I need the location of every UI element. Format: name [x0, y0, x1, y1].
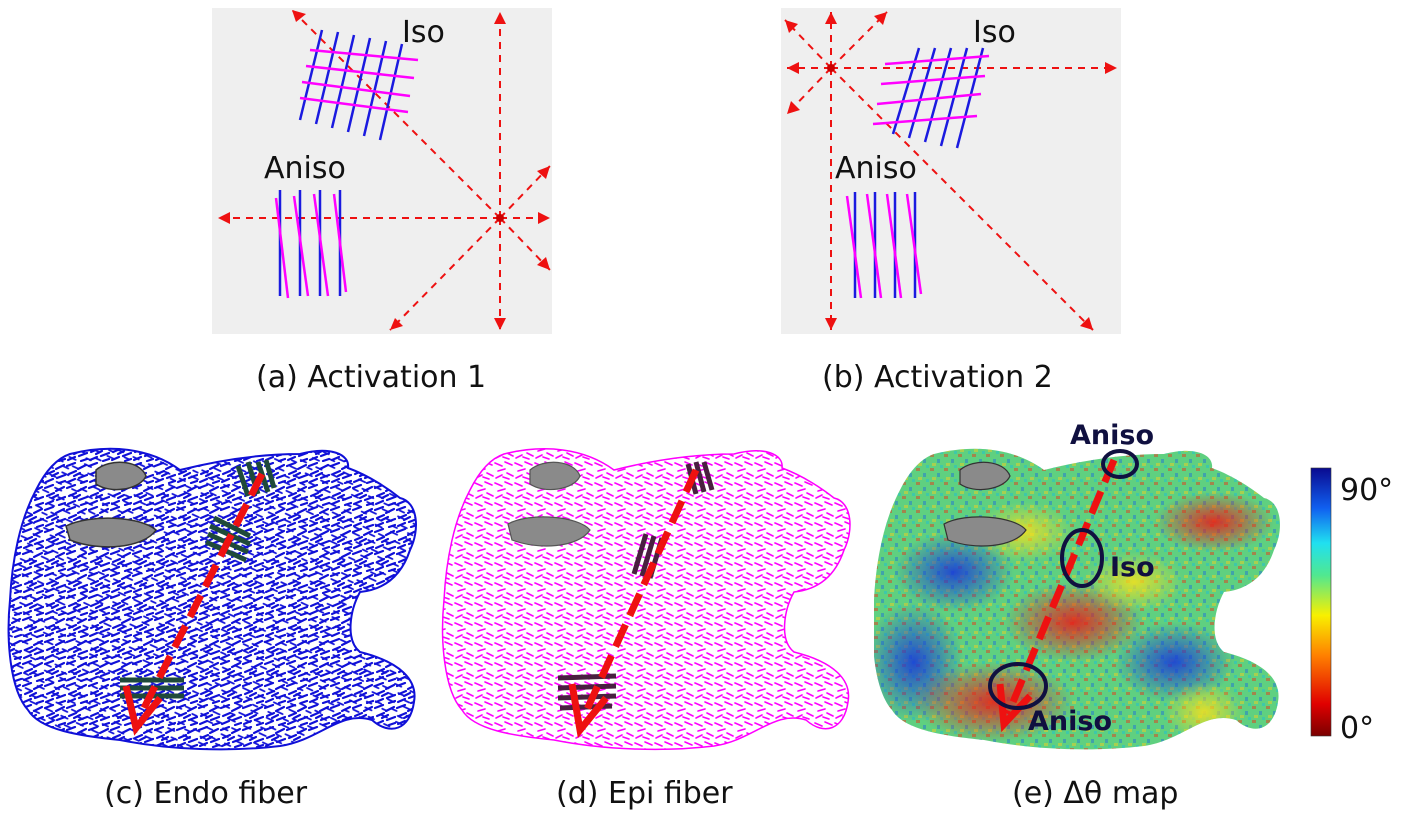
caption-a: (a) Activation 1 [256, 360, 487, 395]
heart-surface-epi [441, 448, 851, 751]
activation-arrow-endo [136, 472, 266, 718]
panel-d-epi-fiber [441, 448, 851, 751]
caption-c: (c) Endo fiber [104, 776, 308, 811]
panel-e-delta-theta-map: Aniso Iso Aniso 90° 0° [874, 420, 1393, 750]
colorbar [1310, 467, 1332, 737]
caption-d: (d) Epi fiber [556, 776, 733, 811]
panel-a-aniso-fibers [274, 190, 348, 299]
map-label-iso: Iso [1110, 552, 1155, 583]
caption-e: (e) Δθ map [1012, 776, 1179, 811]
panel-a-arrowheads [218, 10, 550, 330]
panel-b-label-aniso: Aniso [835, 151, 917, 186]
panel-c-endo-fiber [7, 447, 417, 751]
panel-b-arrowheads [785, 12, 1117, 330]
caption-b: (b) Activation 2 [822, 360, 1053, 395]
colorbar-min-label: 0° [1340, 711, 1374, 746]
activation-arrow-map [1004, 458, 1118, 716]
panel-b-label-iso: Iso [973, 15, 1016, 50]
panel-a-label-aniso: Aniso [264, 151, 346, 186]
panel-b-aniso-fibers [845, 192, 923, 299]
panel-b-background [781, 8, 1121, 334]
valve-openings-map [943, 461, 1027, 547]
valve-openings-epi [507, 461, 591, 547]
map-label-aniso-bottom: Aniso [1028, 706, 1112, 737]
valve-openings-endo [65, 461, 157, 548]
region-markers [988, 449, 1139, 710]
panel-b-iso-fibers [872, 47, 990, 149]
activation-arrow-epi [580, 468, 700, 718]
map-label-aniso-top: Aniso [1070, 420, 1154, 451]
panel-a-activation-1: Iso Aniso [212, 8, 552, 334]
panel-a-label-iso: Iso [402, 15, 445, 50]
panel-b-activation-2: Iso Aniso [781, 8, 1121, 334]
colorbar-max-label: 90° [1340, 473, 1393, 508]
panel-a-iso-fibers [298, 29, 419, 141]
